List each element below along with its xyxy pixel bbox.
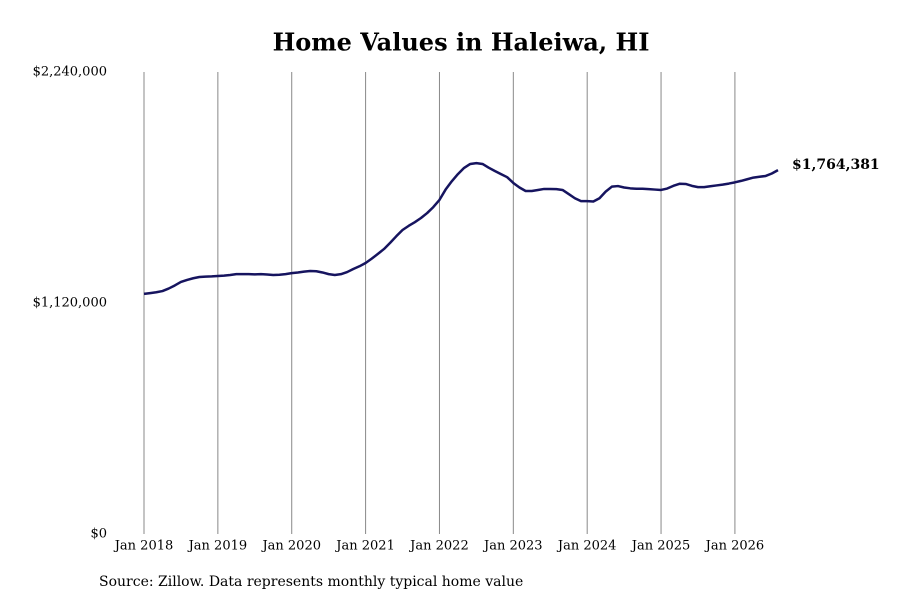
x-tick-label: Jan 2022 [408,539,469,554]
x-tick-label: Jan 2018 [113,539,174,554]
x-tick-label: Jan 2025 [630,539,691,554]
y-tick-label: $1,120,000 [33,296,107,311]
y-tick-label: $0 [90,527,107,542]
x-tick-label: Jan 2026 [704,539,765,554]
x-tick-label: Jan 2023 [482,539,543,554]
x-tick-label: Jan 2019 [187,539,248,554]
x-tick-label: Jan 2021 [334,539,395,554]
end-value-label: $1,764,381 [792,157,880,173]
x-tick-label: Jan 2024 [556,539,617,554]
y-tick-label: $2,240,000 [33,65,107,80]
chart-title: Home Values in Haleiwa, HI [273,28,650,57]
source-note: Source: Zillow. Data represents monthly … [99,574,523,590]
x-tick-label: Jan 2020 [260,539,321,554]
data-line [143,161,779,296]
